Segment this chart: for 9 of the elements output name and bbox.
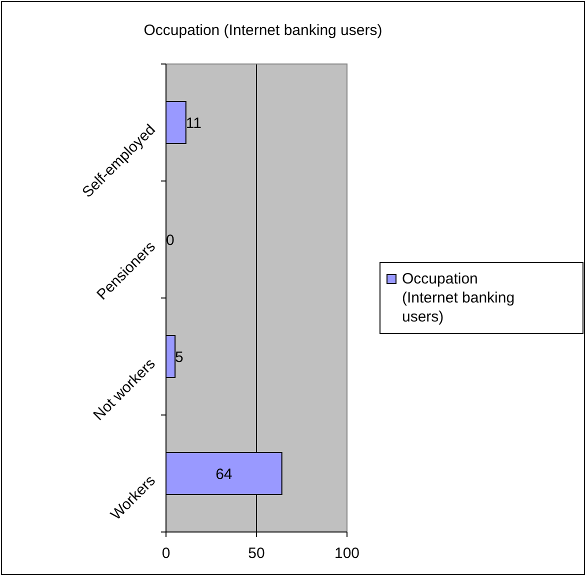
x-tick-label: 50: [248, 545, 265, 562]
x-tick-label: 100: [334, 545, 360, 562]
chart-title: Occupation (Internet banking users): [144, 22, 382, 39]
data-label: 11: [186, 114, 202, 132]
legend-label: Occupation (Internet banking users): [402, 270, 515, 326]
data-label: 64: [216, 466, 232, 483]
data-label: 0: [166, 232, 174, 249]
x-tick-label: 0: [162, 545, 170, 562]
data-label: 5: [175, 348, 184, 366]
